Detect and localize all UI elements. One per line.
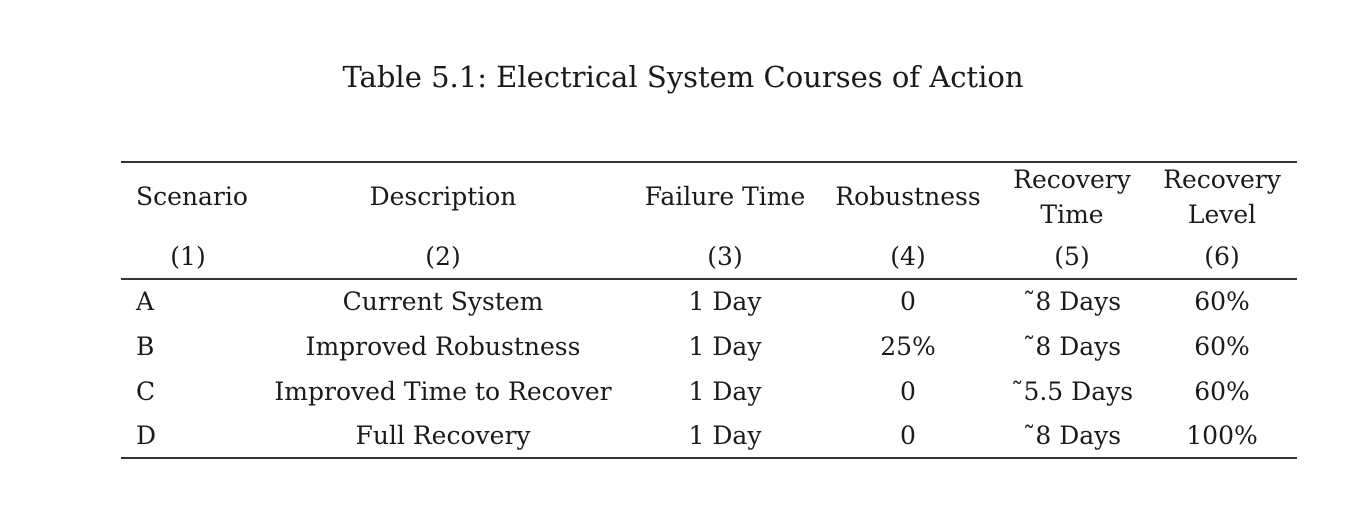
row-a-failure-time: 1 Day [688,287,762,316]
row-b-recovery-time: ˜8 Days [1022,332,1122,361]
top-rule [121,161,1297,163]
row-b-recovery-level: 60% [1194,332,1250,361]
row-d-recovery-time: ˜8 Days [1022,421,1122,450]
row-d-failure-time: 1 Day [688,421,762,450]
row-c-failure-time: 1 Day [688,377,762,406]
row-c-robustness: 0 [900,377,916,406]
row-a-recovery-level: 60% [1194,287,1250,316]
header-num-1: (1) [170,242,206,271]
header-recovery-time-line1: Recovery [1013,165,1131,194]
bottom-rule [121,457,1297,459]
row-d-robustness: 0 [900,421,916,450]
row-b-failure-time: 1 Day [688,332,762,361]
row-d-recovery-level: 100% [1186,421,1258,450]
row-a-description: Current System [342,287,544,316]
row-b-description: Improved Robustness [305,332,581,361]
header-rule [121,278,1297,280]
row-c-scenario: C [136,377,156,406]
header-num-5: (5) [1054,242,1090,271]
row-a-recovery-time: ˜8 Days [1022,287,1122,316]
row-b-scenario: B [136,332,155,361]
row-b-robustness: 25% [880,332,936,361]
header-description: Description [369,182,517,211]
header-recovery-level-line1: Recovery [1163,165,1281,194]
row-a-scenario: A [136,287,155,316]
row-c-description: Improved Time to Recover [274,377,612,406]
header-recovery-level-line2: Level [1187,200,1257,229]
header-num-3: (3) [707,242,743,271]
row-a-robustness: 0 [900,287,916,316]
header-failure-time: Failure Time [644,182,806,211]
header-num-2: (2) [425,242,461,271]
row-c-recovery-time: ˜5.5 Days [1010,377,1134,406]
row-d-description: Full Recovery [355,421,531,450]
header-num-6: (6) [1204,242,1240,271]
header-num-4: (4) [890,242,926,271]
table-caption: Table 5.1: Electrical System Courses of … [342,60,1024,94]
header-robustness: Robustness [835,182,981,211]
header-recovery-time-line2: Time [1040,200,1104,229]
row-c-recovery-level: 60% [1194,377,1250,406]
header-scenario: Scenario [136,182,248,211]
row-d-scenario: D [136,421,157,450]
